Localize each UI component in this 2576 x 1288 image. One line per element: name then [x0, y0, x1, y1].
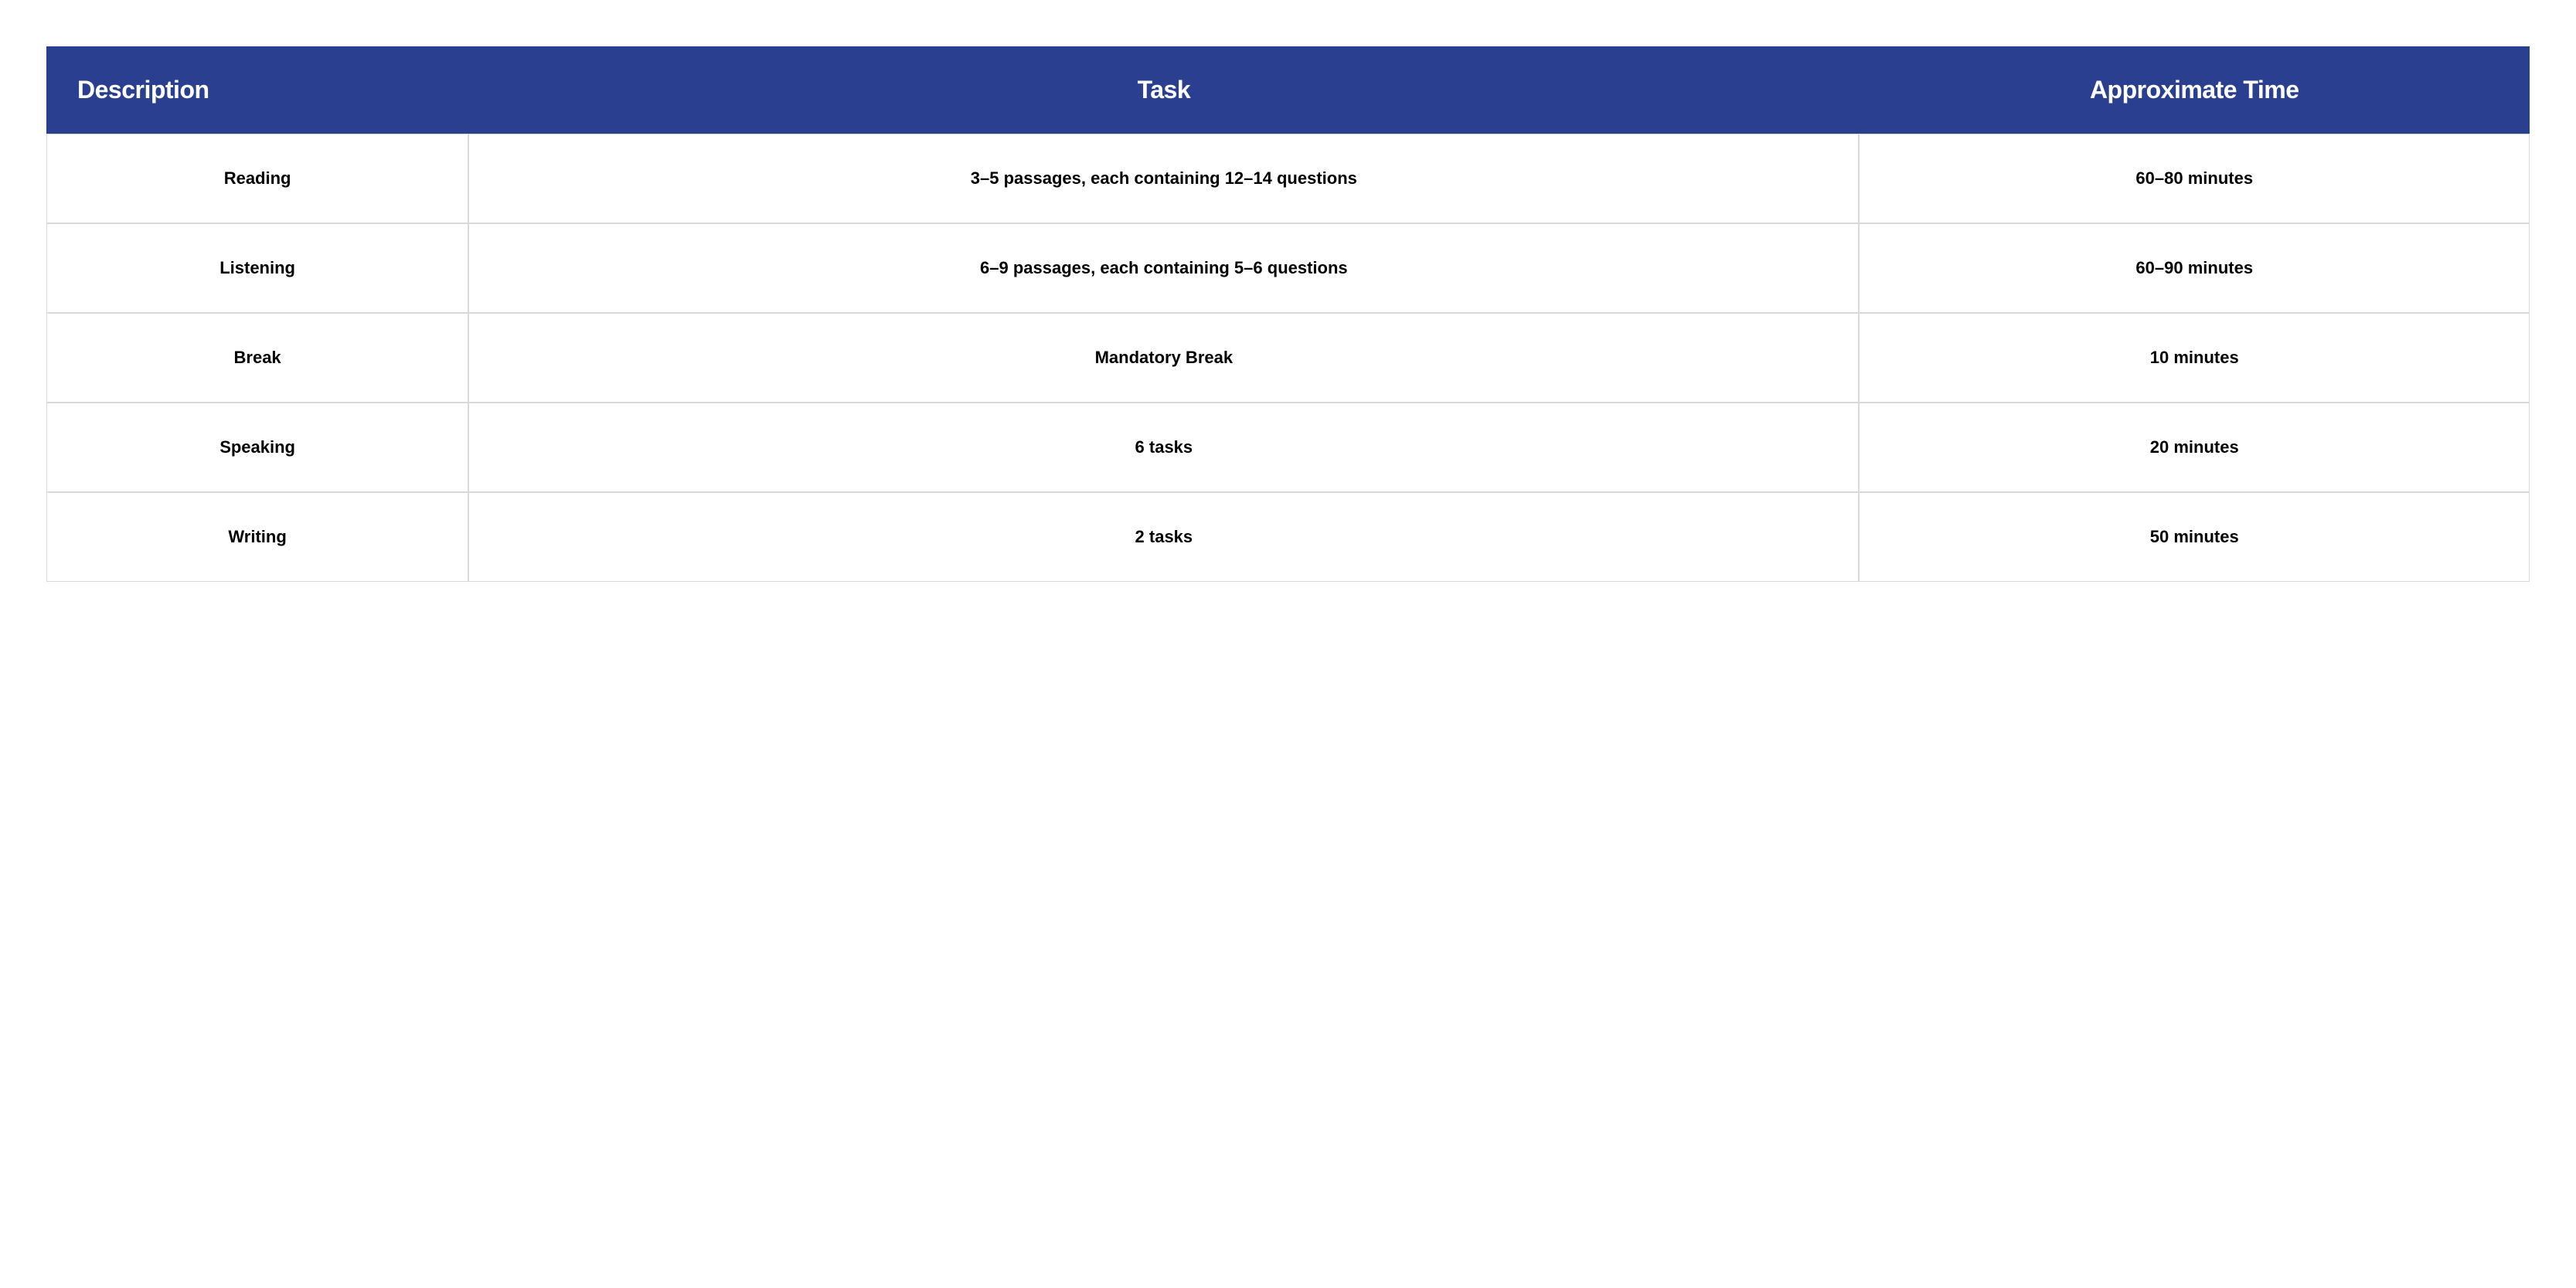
cell-description: Writing: [46, 492, 468, 582]
cell-description: Listening: [46, 223, 468, 313]
table-header: Description Task Approximate Time: [46, 46, 2530, 134]
schedule-table: Description Task Approximate Time Readin…: [46, 46, 2530, 582]
table-row: Reading 3–5 passages, each containing 12…: [46, 134, 2530, 223]
table-row: Writing 2 tasks 50 minutes: [46, 492, 2530, 582]
cell-task: 6 tasks: [468, 403, 1859, 492]
header-description: Description: [46, 46, 468, 134]
cell-description: Speaking: [46, 403, 468, 492]
header-task: Task: [468, 46, 1859, 134]
cell-task: 2 tasks: [468, 492, 1859, 582]
cell-time: 10 minutes: [1859, 313, 2530, 403]
cell-description: Break: [46, 313, 468, 403]
header-row: Description Task Approximate Time: [46, 46, 2530, 134]
cell-time: 60–80 minutes: [1859, 134, 2530, 223]
schedule-table-container: Description Task Approximate Time Readin…: [46, 46, 2530, 582]
cell-task: Mandatory Break: [468, 313, 1859, 403]
table-body: Reading 3–5 passages, each containing 12…: [46, 134, 2530, 582]
table-row: Listening 6–9 passages, each containing …: [46, 223, 2530, 313]
cell-time: 20 minutes: [1859, 403, 2530, 492]
header-time: Approximate Time: [1859, 46, 2530, 134]
cell-task: 6–9 passages, each containing 5–6 questi…: [468, 223, 1859, 313]
cell-task: 3–5 passages, each containing 12–14 ques…: [468, 134, 1859, 223]
cell-time: 60–90 minutes: [1859, 223, 2530, 313]
table-row: Speaking 6 tasks 20 minutes: [46, 403, 2530, 492]
cell-description: Reading: [46, 134, 468, 223]
cell-time: 50 minutes: [1859, 492, 2530, 582]
table-row: Break Mandatory Break 10 minutes: [46, 313, 2530, 403]
